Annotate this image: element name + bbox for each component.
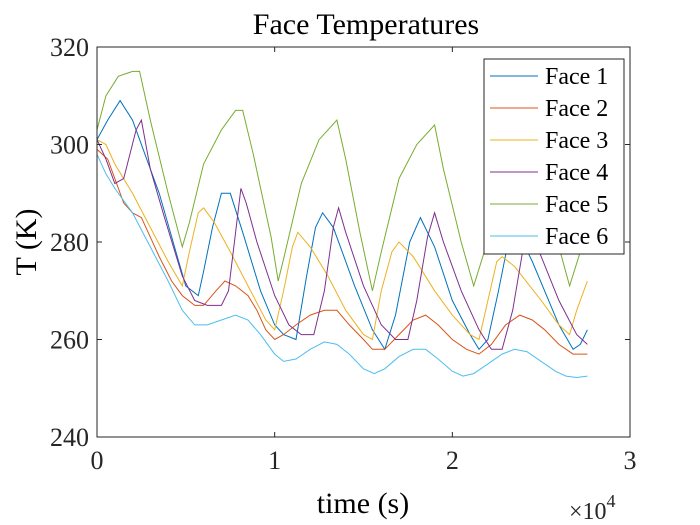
y-tick-label: 280 [50, 228, 89, 257]
series-layer [96, 70, 588, 379]
series-line-face-1 [96, 99, 588, 351]
series-line-face-3 [96, 139, 588, 341]
x-exponent-base: ×10 [569, 499, 607, 525]
legend-label-face-1: Face 1 [545, 64, 608, 90]
x-tick-label: 1 [268, 446, 281, 475]
y-tick-label: 240 [50, 423, 89, 452]
legend-label-face-3: Face 3 [545, 128, 608, 154]
series-line-face-2 [96, 149, 588, 355]
legend-label-face-5: Face 5 [545, 192, 608, 218]
x-tick-label: 0 [91, 446, 104, 475]
legend-label-face-2: Face 2 [545, 96, 608, 122]
series-line-face-6 [96, 154, 588, 379]
legend-label-face-6: Face 6 [545, 224, 608, 250]
legend-label-face-4: Face 4 [545, 160, 608, 186]
x-tick-label: 3 [624, 446, 637, 475]
y-axis-title: T (K) [10, 209, 43, 276]
y-tick-label: 260 [50, 326, 89, 355]
legend: Face 1 Face 2 Face 3 Face 4 Face 5 Face 6 [483, 58, 625, 255]
x-axis-exponent-label: ×104 [569, 491, 616, 525]
ticks-layer: 0 1 2 3 240 260 280 300 320 [50, 33, 637, 475]
y-tick-label: 320 [50, 33, 89, 62]
x-tick-label: 2 [446, 446, 459, 475]
y-tick-label: 300 [50, 131, 89, 160]
chart-title: Face Temperatures [253, 8, 479, 41]
x-exponent-power: 4 [607, 491, 616, 511]
legend-items: Face 1 Face 2 Face 3 Face 4 Face 5 Face 6 [490, 64, 608, 250]
x-axis-title: time (s) [317, 487, 409, 520]
legend-box [483, 58, 625, 255]
series-line-face-4 [96, 118, 588, 350]
